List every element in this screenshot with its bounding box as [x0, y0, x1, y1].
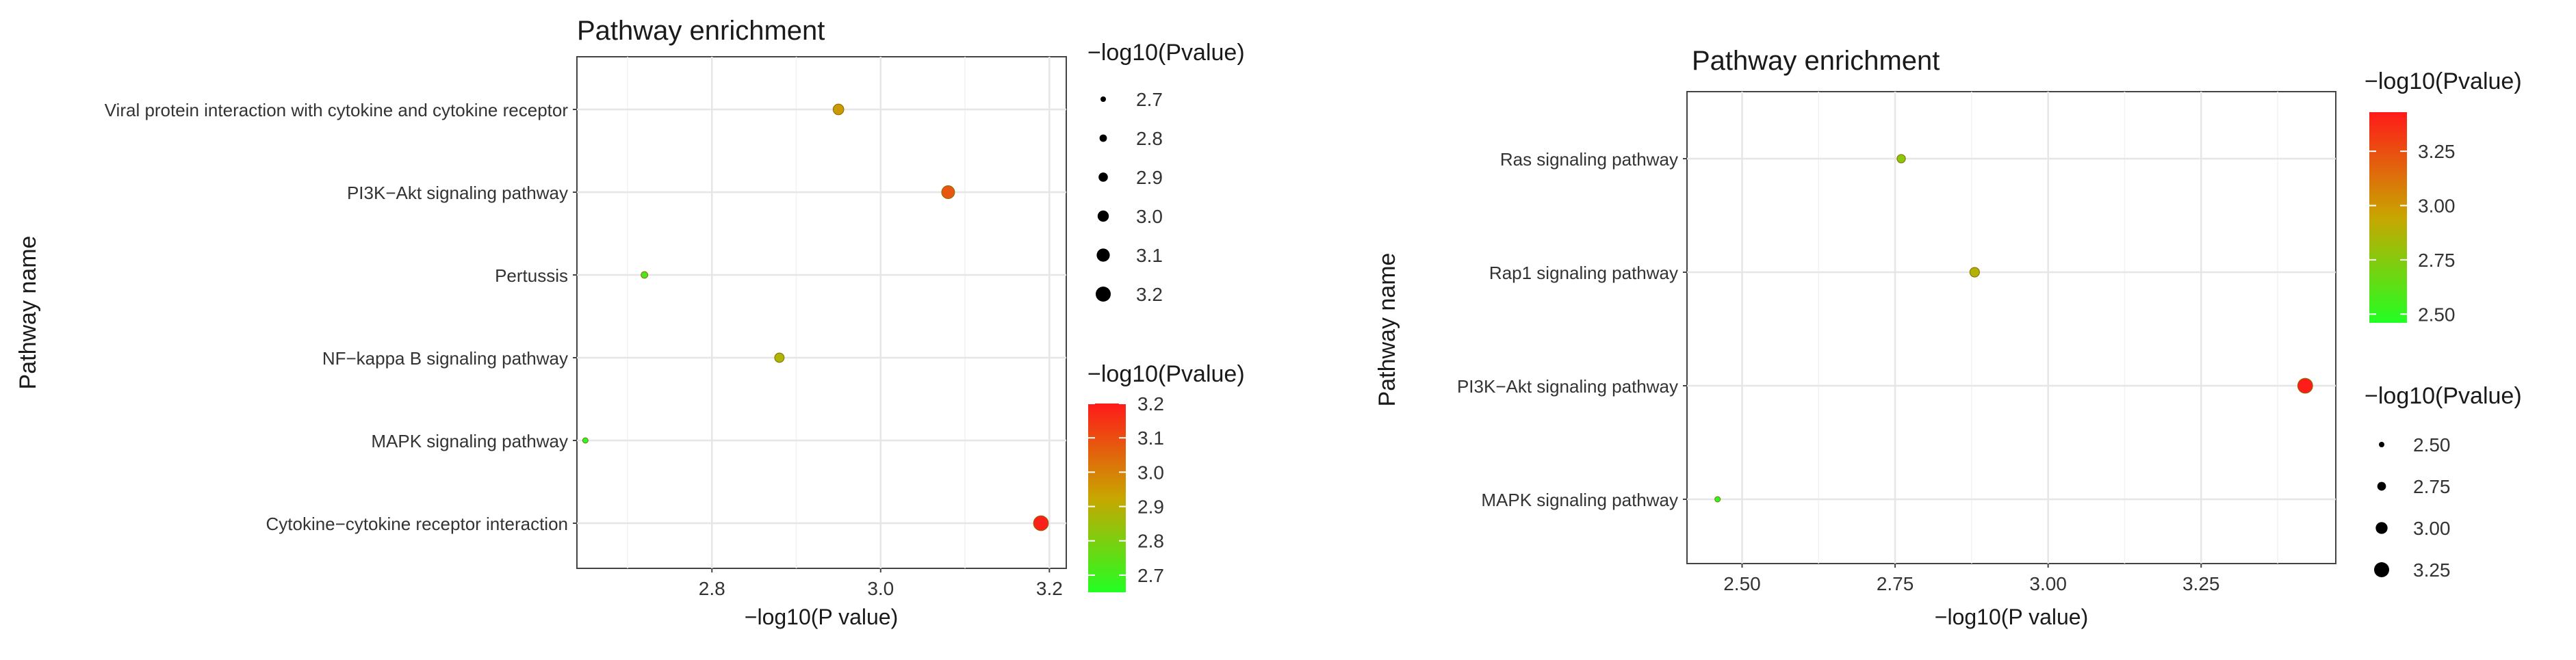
c2-point-2 — [2297, 378, 2313, 394]
c1-x-tick-label-0: 2.8 — [699, 578, 725, 599]
c1-colorbar-tick-label-3: 3.0 — [1137, 462, 1164, 483]
c2-x-tick-label-2: 3.00 — [2029, 573, 2067, 594]
c1-size-legend-dot-4 — [1096, 248, 1110, 262]
c2-colorbar-tick-label-0: 2.50 — [2418, 304, 2456, 325]
c1-size-legend-dot-1 — [1099, 134, 1107, 142]
c2-size-legend-dot-3 — [2374, 562, 2389, 577]
chart-1-size-legend: −log10(Pvalue) 2.7 2.8 2.9 3.0 3.1 3.2 — [1087, 40, 1245, 305]
chart-2-colorbar-ticks: 2.50 2.75 3.00 3.25 — [2369, 141, 2456, 325]
chart-2-size-legend-title: −log10(Pvalue) — [2365, 383, 2522, 409]
c2-category-label-2: PI3K−Akt signaling pathway — [1457, 376, 1678, 397]
chart-2-panel — [1686, 91, 2336, 564]
c2-size-legend-label-2: 3.00 — [2413, 518, 2451, 539]
chart-1-y-axis-label: Pathway name — [15, 236, 41, 390]
chart-2-color-legend-title: −log10(Pvalue) — [2365, 68, 2522, 94]
c1-size-legend-label-0: 2.7 — [1136, 89, 1163, 110]
chart-2-x-ticks: 2.50 2.75 3.00 3.25 — [1723, 564, 2219, 594]
c1-size-legend-label-2: 2.9 — [1136, 167, 1163, 188]
c2-x-tick-label-0: 2.50 — [1723, 573, 1761, 594]
chart-2-size-legend-items: 2.50 2.75 3.00 3.25 — [2374, 434, 2451, 581]
chart-2-points — [1714, 154, 2313, 503]
chart-2-colorbar — [2369, 112, 2407, 323]
c1-point-0 — [832, 103, 845, 116]
c2-size-legend-dot-0 — [2379, 442, 2384, 447]
c1-point-2 — [641, 271, 649, 279]
chart-1-color-legend: −log10(Pvalue) 2.7 2.8 2.9 3.0 3.1 3.2 — [1087, 361, 1245, 592]
c1-size-legend-label-1: 2.8 — [1136, 128, 1163, 149]
c2-point-1 — [1969, 267, 1980, 278]
chart-2-color-legend: −log10(Pvalue) 2.50 2.75 3.00 3.25 — [2365, 68, 2522, 325]
chart-1-colorbar — [1088, 404, 1126, 592]
chart-1-x-axis-label: −log10(P value) — [745, 605, 898, 629]
chart-1-color-legend-title: −log10(Pvalue) — [1087, 361, 1245, 387]
c2-point-3 — [1714, 496, 1721, 503]
c2-colorbar-tick-label-2: 3.00 — [2418, 196, 2456, 217]
c1-point-5 — [1033, 515, 1049, 531]
c1-category-label-2: Pertussis — [495, 265, 568, 286]
c2-size-legend-dot-1 — [2377, 481, 2386, 491]
c2-point-0 — [1896, 154, 1906, 163]
c2-category-label-1: Rap1 signaling pathway — [1489, 263, 1678, 283]
c1-point-1 — [941, 185, 955, 199]
c1-point-3 — [774, 352, 785, 363]
chart-2-x-axis-label: −log10(P value) — [1935, 605, 2088, 629]
chart-2-y-axis-label: Pathway name — [1374, 253, 1400, 407]
c1-colorbar-tick-label-2: 2.9 — [1137, 497, 1164, 518]
c1-colorbar-tick-label-1: 2.8 — [1137, 531, 1164, 552]
c1-colorbar-tick-label-4: 3.1 — [1137, 427, 1164, 449]
c1-size-legend-dot-3 — [1097, 210, 1109, 222]
c2-x-tick-label-3: 3.25 — [2182, 573, 2220, 594]
c1-size-legend-label-3: 3.0 — [1136, 206, 1163, 227]
chart-1-points — [582, 103, 1049, 531]
c1-category-label-4: MAPK signaling pathway — [371, 431, 568, 451]
c1-x-tick-label-1: 3.0 — [867, 578, 894, 599]
c2-colorbar-tick-label-3: 3.25 — [2418, 141, 2456, 162]
c2-category-label-3: MAPK signaling pathway — [1481, 490, 1678, 510]
c1-category-label-3: NF−kappa B signaling pathway — [322, 348, 568, 369]
chart-1: Pathway enrichment Viral protein interac… — [15, 16, 1245, 629]
c1-size-legend-dot-0 — [1100, 96, 1106, 102]
c1-size-legend-dot-2 — [1098, 172, 1108, 182]
chart-1-size-legend-items: 2.7 2.8 2.9 3.0 3.1 3.2 — [1096, 89, 1163, 305]
c2-category-label-0: Ras signaling pathway — [1500, 149, 1678, 170]
c1-x-tick-label-2: 3.2 — [1036, 578, 1063, 599]
c1-category-label-1: PI3K−Akt signaling pathway — [347, 183, 568, 203]
chart-1-y-tick-labels: Viral protein interaction with cytokine … — [105, 100, 577, 534]
c1-colorbar-tick-label-5: 3.2 — [1137, 393, 1164, 414]
chart-1-title: Pathway enrichment — [577, 16, 825, 46]
chart-2: Pathway enrichment Ras signaling pathway… — [1374, 46, 2522, 629]
c2-size-legend-dot-2 — [2375, 522, 2388, 534]
c1-category-label-0: Viral protein interaction with cytokine … — [105, 100, 569, 120]
chart-1-grid — [577, 57, 1066, 568]
c1-category-label-5: Cytokine−cytokine receptor interaction — [266, 514, 568, 534]
c1-size-legend-label-4: 3.1 — [1136, 245, 1163, 266]
chart-1-panel — [576, 56, 1067, 569]
chart-2-y-tick-labels: Ras signaling pathway Rap1 signaling path… — [1457, 149, 1687, 510]
chart-2-grid — [1687, 92, 2336, 564]
c2-x-tick-label-1: 2.75 — [1877, 573, 1914, 594]
c2-size-legend-label-0: 2.50 — [2413, 434, 2451, 456]
chart-1-x-ticks: 2.8 3.0 3.2 — [699, 568, 1063, 599]
c1-size-legend-dot-5 — [1096, 287, 1111, 302]
c1-colorbar-tick-label-0: 2.7 — [1137, 565, 1164, 586]
chart-2-size-legend: −log10(Pvalue) 2.50 2.75 3.00 3.25 — [2365, 383, 2522, 581]
c2-colorbar-tick-label-1: 2.75 — [2418, 250, 2456, 271]
c2-size-legend-label-3: 3.25 — [2413, 559, 2451, 581]
chart-1-size-legend-title: −log10(Pvalue) — [1087, 40, 1245, 66]
c1-point-4 — [582, 437, 589, 444]
chart-1-colorbar-ticks: 2.7 2.8 2.9 3.0 3.1 3.2 — [1088, 393, 1164, 586]
c2-size-legend-label-1: 2.75 — [2413, 476, 2451, 497]
c1-size-legend-label-5: 3.2 — [1136, 284, 1163, 305]
chart-2-title: Pathway enrichment — [1692, 46, 1940, 76]
